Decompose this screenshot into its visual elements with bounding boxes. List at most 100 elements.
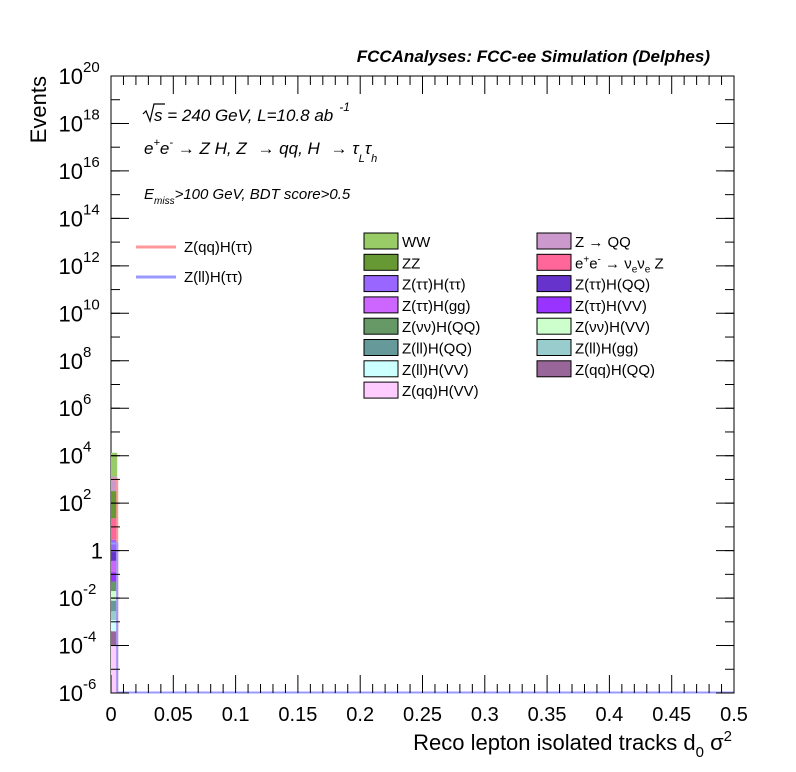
- sqrt-symbol: [142, 103, 165, 123]
- legend-signal-label: Z(ll)H(ττ): [184, 269, 243, 286]
- legend-label: ZZ: [402, 255, 420, 272]
- legend-label: Z(ττ)H(gg): [402, 298, 471, 315]
- bar-12: [111, 491, 118, 519]
- signal-line-1: [111, 542, 734, 694]
- y-tick-exponent: -2: [83, 581, 96, 598]
- x-tick-label: 0.3: [471, 704, 499, 726]
- x-tick-label: 0.35: [528, 704, 567, 726]
- y-tick-label: 10: [59, 111, 83, 136]
- bar-13: [111, 476, 118, 492]
- legend-swatch: [363, 339, 399, 356]
- legend-label: Z(ll)H(VV): [402, 362, 469, 379]
- legend-swatch: [536, 339, 572, 356]
- bar-7: [111, 572, 118, 582]
- y-tick-exponent: 4: [83, 439, 91, 456]
- legend-swatch: [536, 253, 572, 271]
- legend-swatch: [363, 381, 399, 399]
- y-tick-exponent: 8: [83, 344, 91, 361]
- svg-text:s = 240 GeV, L=10.8 ab-1: s = 240 GeV, L=10.8 ab -1: [154, 100, 350, 125]
- legend-swatch: [363, 232, 399, 250]
- legend-signal: Z(qq)H(ττ) Z(ll)H(ττ): [136, 239, 253, 286]
- bar-1: [111, 631, 118, 646]
- legend-swatch: [363, 253, 399, 271]
- legend-label: Z(ττ)H(ττ): [402, 277, 466, 294]
- bar-3: [111, 611, 118, 620]
- legend-swatch: [536, 232, 572, 250]
- legend-label: Z(qq)H(QQ): [575, 362, 655, 379]
- y-tick-label: 10: [59, 491, 83, 516]
- bar-4: [111, 600, 118, 612]
- legend-label: Z(νν)H(QQ): [402, 319, 480, 336]
- y-tick-exponent: 14: [83, 201, 100, 218]
- y-tick-exponent: 6: [83, 391, 91, 408]
- x-tick-label: 0.15: [278, 704, 317, 726]
- legend-swatch: [536, 317, 572, 335]
- legend-swatch: [536, 275, 572, 293]
- x-tick-label: 0.45: [652, 704, 691, 726]
- legend-swatch: [363, 360, 399, 378]
- bar-6: [111, 581, 118, 592]
- legend-swatch: [536, 296, 572, 314]
- y-tick-label: 10: [59, 64, 83, 89]
- x-tick-label: 0.05: [154, 704, 193, 726]
- x-tick-label: 0.2: [346, 704, 374, 726]
- process-annotation: e+e- → Z H, Z → qq, H → τLτh: [144, 137, 377, 165]
- legend-label: Z(ll)H(gg): [575, 341, 638, 358]
- bar-8: [111, 560, 118, 573]
- energy-annotation: s = 240 GeV, L=10.8 ab -1: [142, 100, 350, 125]
- y-tick-label: 10: [59, 254, 83, 279]
- bar-14: [111, 452, 118, 477]
- y-tick-label: 10: [59, 634, 83, 659]
- x-axis-label: Reco lepton isolated tracks d0 σ2: [413, 728, 732, 761]
- legend-label: Z(ττ)H(VV): [575, 298, 647, 315]
- legend-label: Z(νν)H(VV): [575, 319, 650, 336]
- legend-signal-label: Z(qq)H(ττ): [184, 239, 253, 256]
- bar-11: [111, 518, 118, 540]
- x-tick-label: 0.4: [595, 704, 623, 726]
- y-tick-label: 10: [59, 586, 83, 611]
- y-tick-exponent: 12: [83, 249, 100, 266]
- y-tick-label: 10: [59, 349, 83, 374]
- legend-background: WW Z → QQ ZZ e+e- → νeνe Z Z(ττ)H(ττ) Z(ττ)H(…: [363, 232, 664, 400]
- x-axis: 0 0.05 0.1 0.15 0.2 0.25 0.3 0.35 0.4 0.45 0.5: [105, 76, 748, 726]
- bar-5: [111, 591, 118, 601]
- y-tick-exponent: 20: [83, 59, 100, 76]
- x-tick-label: 0: [105, 704, 116, 726]
- legend-swatch: [363, 317, 399, 335]
- y-tick-label: 10: [59, 206, 83, 231]
- y-tick-label: 10: [59, 444, 83, 469]
- legend-label: e+e- → νeνe Z: [575, 254, 664, 275]
- x-tick-label: 0.1: [222, 704, 250, 726]
- signal-line-0: [111, 478, 734, 694]
- y-tick-label: 1: [91, 539, 103, 564]
- legend-label: Z(ll)H(QQ): [402, 341, 472, 358]
- bar-2: [111, 619, 118, 632]
- legend-label: WW: [402, 234, 431, 251]
- legend-label: Z(qq)H(VV): [402, 383, 479, 400]
- legend-swatch: [363, 296, 399, 314]
- y-tick-label: 10: [59, 396, 83, 421]
- y-axis-label: Events: [26, 76, 51, 143]
- y-tick-exponent: 18: [83, 106, 100, 123]
- selection-annotation: Emiss>100 GeV, BDT score>0.5: [144, 186, 351, 207]
- y-tick-label: 10: [59, 301, 83, 326]
- legend-label: Z → QQ: [575, 234, 631, 251]
- x-tick-label: 0.5: [720, 704, 748, 726]
- y-tick-label: 10: [59, 681, 83, 706]
- bar-10: [111, 539, 118, 553]
- x-tick-label: 0.25: [403, 704, 442, 726]
- signal-lines: [111, 478, 734, 694]
- y-tick-exponent: 2: [83, 486, 91, 503]
- legend-label: Z(ττ)H(QQ): [575, 277, 650, 294]
- chart-header-title: FCCAnalyses: FCC-ee Simulation (Delphes): [357, 47, 711, 66]
- bar-9: [111, 552, 118, 561]
- y-tick-exponent: 16: [83, 154, 100, 171]
- legend-swatch: [363, 275, 399, 293]
- y-tick-exponent: -4: [83, 629, 96, 646]
- y-tick-exponent: 10: [83, 296, 100, 313]
- legend-swatch: [536, 360, 572, 378]
- y-tick-exponent: -6: [83, 676, 96, 693]
- y-tick-label: 10: [59, 159, 83, 184]
